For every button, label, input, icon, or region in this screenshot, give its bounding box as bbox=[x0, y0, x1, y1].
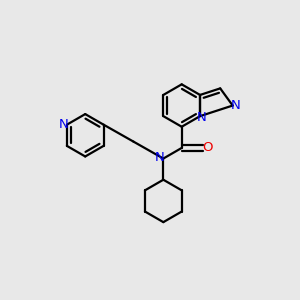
Text: O: O bbox=[202, 141, 213, 154]
Text: N: N bbox=[197, 111, 206, 124]
Text: N: N bbox=[231, 99, 241, 112]
Text: N: N bbox=[155, 151, 165, 164]
Text: N: N bbox=[59, 118, 69, 131]
